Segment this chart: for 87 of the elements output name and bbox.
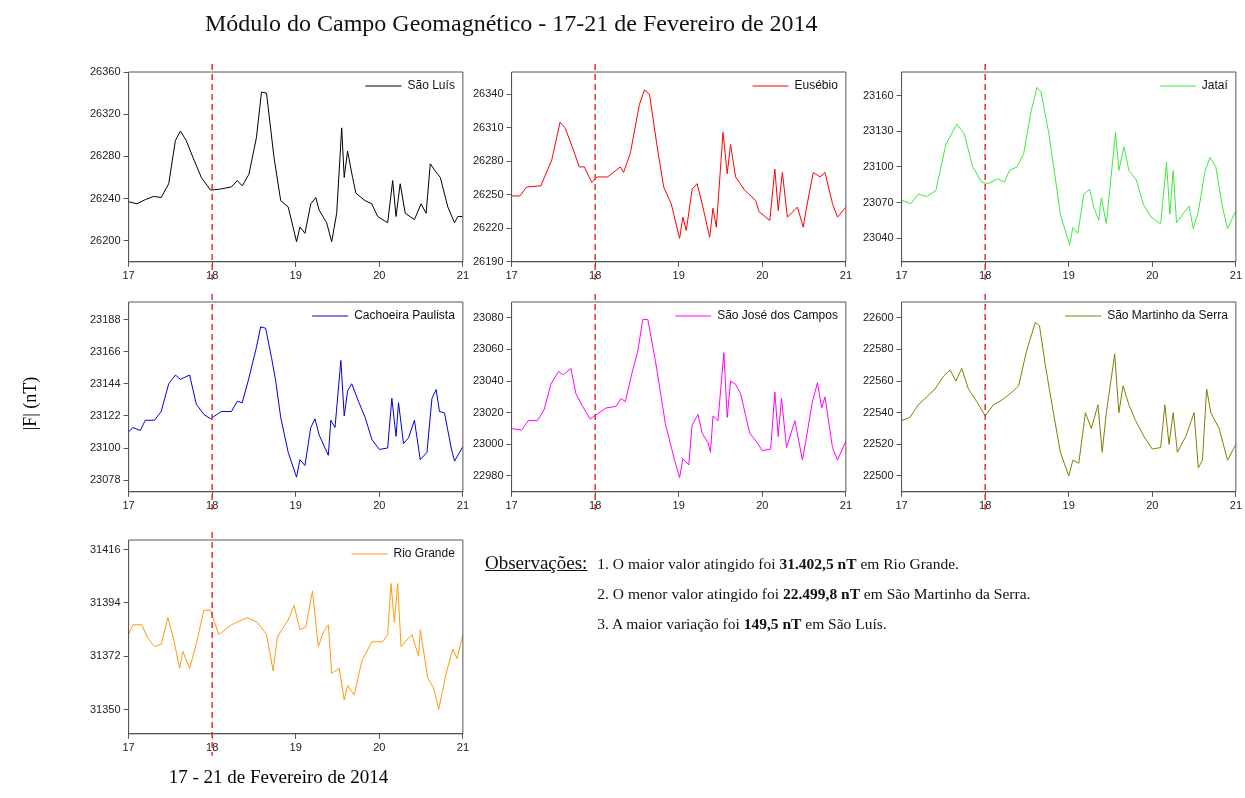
y-tick-label: 23130 bbox=[862, 124, 894, 137]
x-tick-label: 17 bbox=[895, 269, 908, 282]
x-tick-label: 19 bbox=[672, 269, 685, 282]
y-tick-label: 23070 bbox=[862, 195, 894, 208]
y-tick-label: 22500 bbox=[862, 469, 894, 482]
y-tick-label: 23040 bbox=[862, 231, 894, 244]
x-tick-label: 21 bbox=[456, 499, 470, 512]
x-tick-label: 18 bbox=[979, 499, 992, 512]
x-tick-label: 18 bbox=[589, 499, 602, 512]
y-tick-label: 26190 bbox=[472, 254, 504, 267]
legend-label: Jataí bbox=[1201, 78, 1229, 93]
y-tick-label: 22600 bbox=[862, 310, 894, 323]
y-tick-label: 23100 bbox=[862, 159, 894, 172]
x-tick-label: 21 bbox=[456, 269, 470, 282]
y-tick-label: 23080 bbox=[472, 310, 504, 323]
y-tick-label: 26360 bbox=[89, 65, 121, 78]
y-tick-label: 23160 bbox=[862, 88, 894, 101]
text: 2. O menor valor atingido foi 22.499,8 nT em São Martinho da Serra. bbox=[597, 585, 1031, 602]
legend-label: Eusébio bbox=[794, 78, 839, 93]
y-tick-label: 26240 bbox=[89, 191, 121, 204]
y-tick-label: 23166 bbox=[89, 344, 121, 357]
legend-label: São Martinho da Serra bbox=[1107, 308, 1229, 323]
x-tick-label: 19 bbox=[1062, 499, 1075, 512]
x-tick-label: 17 bbox=[505, 499, 518, 512]
y-tick-label: 23078 bbox=[89, 473, 121, 486]
y-tick-label: 26310 bbox=[472, 120, 504, 133]
x-tick-label: 18 bbox=[589, 269, 602, 282]
legend-label: Rio Grande bbox=[393, 546, 456, 561]
legend-label: São Luís bbox=[407, 78, 455, 93]
y-tick-label: 26340 bbox=[472, 87, 504, 100]
y-tick-label: 23188 bbox=[89, 312, 121, 325]
x-tick-label: 19 bbox=[1062, 269, 1075, 282]
x-tick-label: 21 bbox=[1229, 499, 1243, 512]
x-tick-label: 21 bbox=[839, 269, 853, 282]
x-tick-label: 18 bbox=[206, 741, 219, 754]
x-tick-label: 18 bbox=[206, 499, 219, 512]
x-tick-label: 17 bbox=[122, 269, 135, 282]
y-tick-label: 26280 bbox=[472, 154, 504, 167]
x-tick-label: 17 bbox=[122, 741, 135, 754]
x-tick-label: 20 bbox=[756, 499, 769, 512]
y-tick-label: 23144 bbox=[89, 376, 121, 389]
text: Observações: bbox=[485, 552, 588, 575]
y-tick-label: 23100 bbox=[89, 441, 121, 454]
y-tick-label: 31416 bbox=[89, 542, 121, 555]
x-tick-label: 19 bbox=[289, 499, 302, 512]
y-tick-label: 31394 bbox=[89, 596, 121, 609]
text: 3. A maior variação foi 149,5 nT em São Luís. bbox=[597, 615, 887, 632]
y-tick-label: 26200 bbox=[89, 233, 121, 246]
y-tick-label: 22980 bbox=[472, 469, 504, 482]
x-tick-label: 19 bbox=[289, 741, 302, 754]
y-tick-label: 22560 bbox=[862, 374, 894, 387]
text: 1. O maior valor atingido foi 31.402,5 nT em Rio Grande. bbox=[597, 555, 959, 572]
x-tick-label: 17 bbox=[505, 269, 518, 282]
y-tick-label: 31372 bbox=[89, 649, 121, 662]
y-tick-label: 23122 bbox=[89, 408, 121, 421]
y-tick-label: 22540 bbox=[862, 405, 894, 418]
x-axis-title: 17 - 21 de Fevereiro de 2014 bbox=[167, 766, 390, 788]
x-tick-label: 19 bbox=[289, 269, 302, 282]
y-tick-label: 23040 bbox=[472, 374, 504, 387]
y-tick-label: 23020 bbox=[472, 405, 504, 418]
x-tick-label: 21 bbox=[839, 499, 853, 512]
x-tick-label: 20 bbox=[1146, 269, 1159, 282]
y-axis-title: |F| (nT) bbox=[19, 375, 41, 433]
x-tick-label: 21 bbox=[1229, 269, 1243, 282]
y-tick-label: 22520 bbox=[862, 437, 894, 450]
y-tick-label: 26220 bbox=[472, 221, 504, 234]
x-tick-label: 17 bbox=[122, 499, 135, 512]
x-tick-label: 19 bbox=[672, 499, 685, 512]
x-tick-label: 20 bbox=[373, 741, 386, 754]
y-tick-label: 31350 bbox=[89, 702, 121, 715]
y-tick-label: 22580 bbox=[862, 342, 894, 355]
y-tick-label: 26320 bbox=[89, 107, 121, 120]
y-tick-label: 26280 bbox=[89, 149, 121, 162]
legend-label: São José dos Campos bbox=[717, 308, 838, 323]
y-tick-label: 26250 bbox=[472, 187, 504, 200]
x-tick-label: 21 bbox=[456, 741, 470, 754]
x-tick-label: 20 bbox=[373, 499, 386, 512]
text: Módulo do Campo Geomagnético - 17-21 de Fevereiro de 2014 bbox=[205, 10, 818, 37]
x-tick-label: 20 bbox=[756, 269, 769, 282]
y-tick-label: 23060 bbox=[472, 342, 504, 355]
x-tick-label: 20 bbox=[373, 269, 386, 282]
legend-label: Cachoeira Paulista bbox=[354, 308, 456, 323]
y-tick-label: 23000 bbox=[472, 437, 504, 450]
x-tick-label: 18 bbox=[979, 269, 992, 282]
x-tick-label: 20 bbox=[1146, 499, 1159, 512]
x-tick-label: 17 bbox=[895, 499, 908, 512]
x-tick-label: 18 bbox=[206, 269, 219, 282]
